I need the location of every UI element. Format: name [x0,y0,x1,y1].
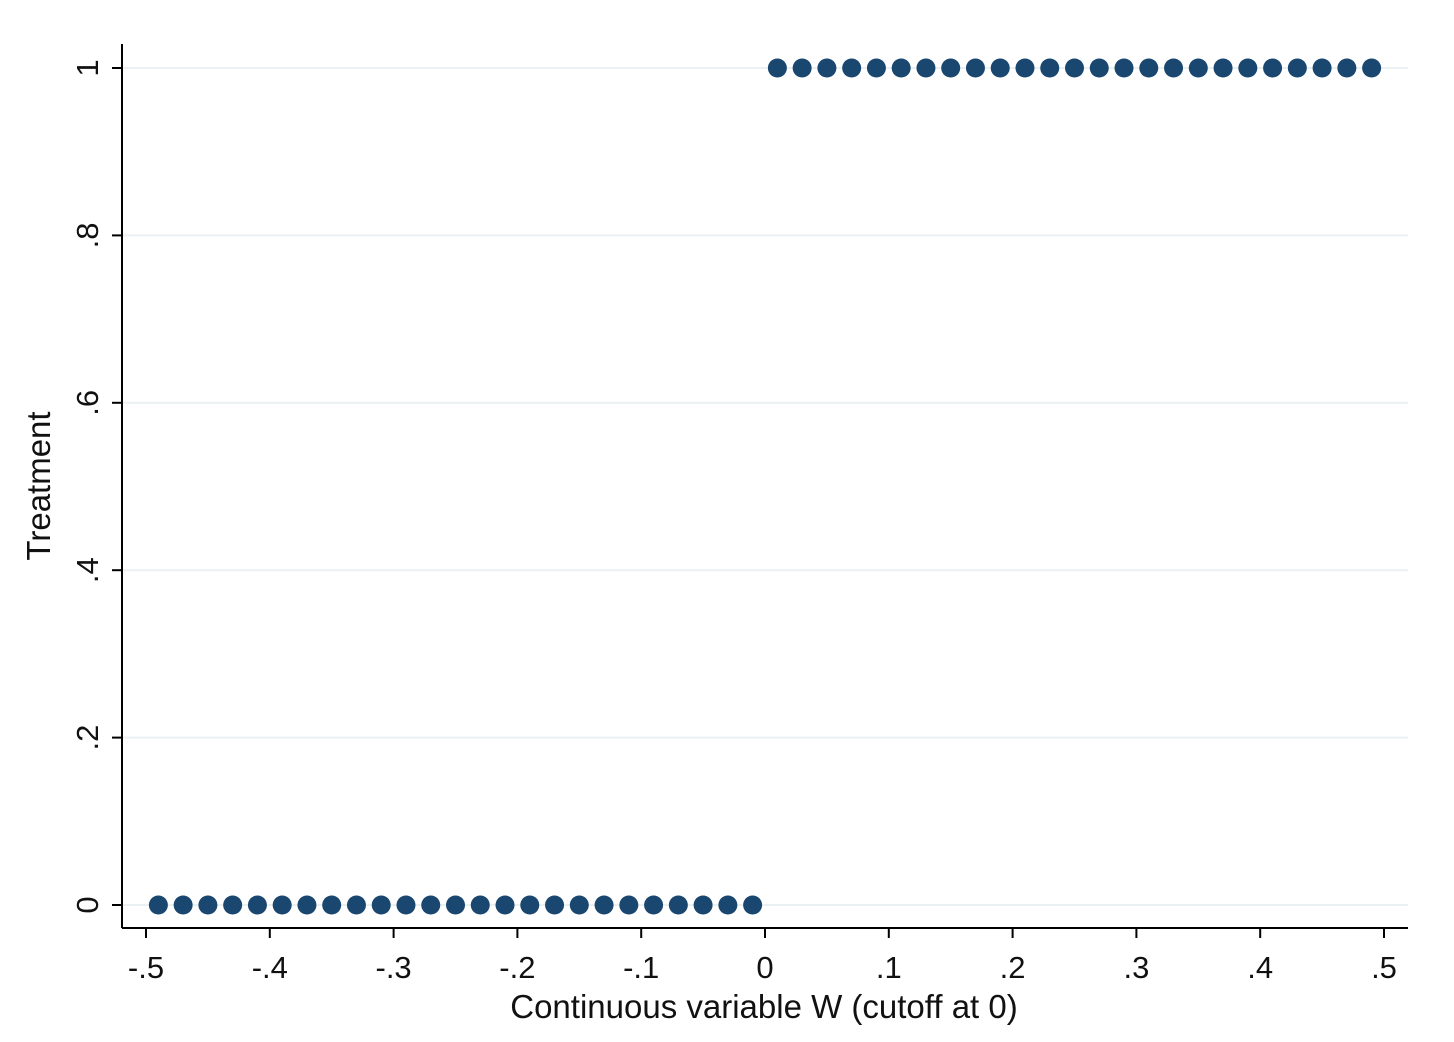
data-point [718,895,738,915]
x-tick-label: .2 [1000,950,1026,985]
data-point [941,58,961,78]
data-point [792,58,812,78]
y-tick-label: 1 [70,59,105,76]
data-point [569,895,589,915]
data-point [1312,58,1332,78]
x-axis-ticks: -.5 -.4 -.3 -.2 -.1 0 .1 .2 .3 .4 .5 [128,928,1397,985]
data-point [322,895,342,915]
x-tick-label: .3 [1123,950,1149,985]
data-point [1263,58,1283,78]
data-point [272,895,292,915]
data-point [990,58,1010,78]
data-point [1040,58,1060,78]
x-tick-label: -.2 [499,950,535,985]
data-point [1139,58,1159,78]
data-points [148,58,1382,915]
x-tick-label: -.3 [376,950,412,985]
data-point [1065,58,1084,78]
data-point [817,58,837,78]
x-tick-label: .1 [876,950,902,985]
x-tick-label: -.4 [252,950,288,985]
data-point [619,895,639,915]
data-point [247,895,267,915]
y-axis-ticks: 0 .2 .4 .6 .8 1 [70,59,122,914]
data-point [495,895,515,915]
data-point [916,58,936,78]
data-point [644,895,664,915]
data-point [1213,58,1233,78]
data-point [1188,58,1208,78]
data-point [743,895,763,915]
x-tick-label: .5 [1371,950,1397,985]
data-point [1114,58,1134,78]
data-point [520,895,540,915]
x-axis-title: Continuous variable W (cutoff at 0) [510,988,1017,1025]
y-tick-label: .4 [70,557,105,583]
y-tick-label: .8 [70,222,105,248]
data-point [693,895,713,915]
y-tick-label: .2 [70,725,105,751]
data-point [1238,58,1258,78]
data-point [1337,58,1357,78]
data-point [1164,58,1184,78]
data-point [965,58,985,78]
data-point [842,58,862,78]
data-point [545,895,565,915]
data-point [371,895,391,915]
data-point [891,58,911,78]
data-point [446,895,465,915]
x-tick-label: -.1 [623,950,659,985]
axes [121,44,1408,929]
data-point [173,895,193,915]
data-point [148,895,168,915]
data-point [1015,58,1035,78]
x-tick-label: -.5 [128,950,164,985]
data-point [1287,58,1307,78]
x-tick-label: .4 [1247,950,1273,985]
data-point [198,895,218,915]
data-point [470,895,490,915]
data-point [421,895,441,915]
grid-lines [122,67,1408,906]
data-point [396,895,416,915]
data-point [866,58,886,78]
data-point [223,895,243,915]
y-tick-label: 0 [70,896,105,913]
data-point [1089,58,1109,78]
data-point [668,895,688,915]
x-tick-label: 0 [756,950,773,985]
data-point [1362,58,1382,78]
y-axis-title: Treatment [20,411,57,560]
data-point [297,895,317,915]
data-point [767,58,787,78]
data-point [346,895,366,915]
y-tick-label: .6 [70,390,105,416]
data-point [594,895,614,915]
